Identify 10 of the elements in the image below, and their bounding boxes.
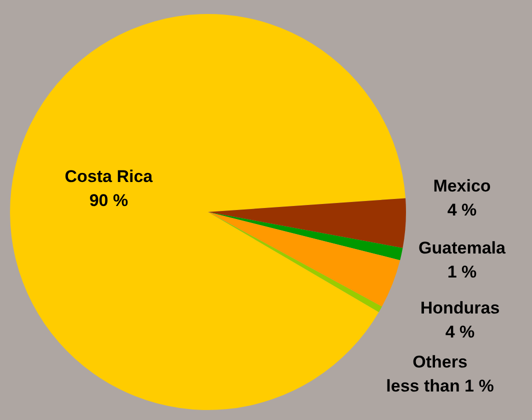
data-label: 4 % [447, 200, 477, 220]
slice-label: Honduras [420, 298, 500, 318]
slice-label: Costa Rica [64, 167, 154, 186]
slice-label: Guatemala [418, 238, 506, 258]
data-label: 90 % [89, 191, 128, 210]
slice-label: Mexico [433, 176, 491, 196]
data-label: less than 1 % [386, 376, 494, 396]
data-label: 4 % [445, 322, 475, 342]
data-label: 1 % [447, 262, 477, 282]
slice-label: Others [412, 352, 468, 372]
